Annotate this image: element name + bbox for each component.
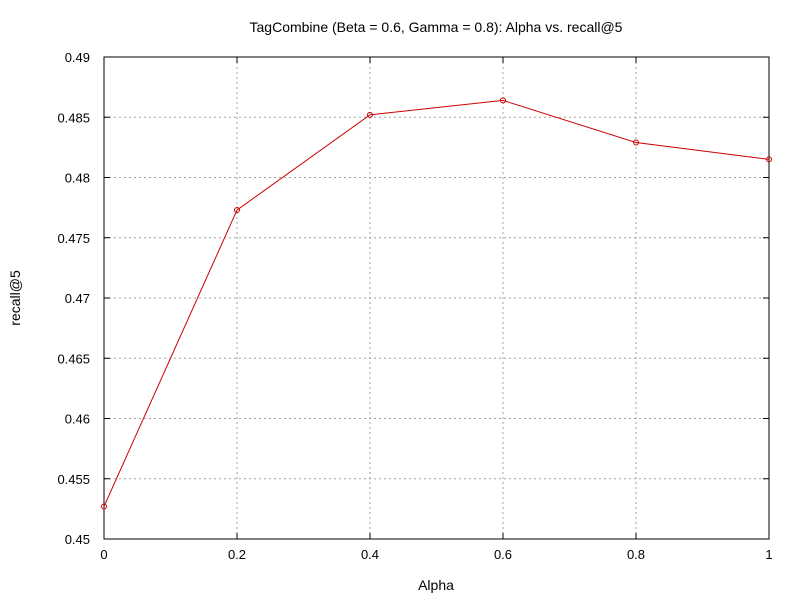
x-tick-label: 0.8	[627, 547, 645, 562]
y-tick-label: 0.465	[57, 351, 90, 366]
x-tick-label: 1	[765, 547, 772, 562]
x-tick-label: 0.2	[228, 547, 246, 562]
x-axis-label: Alpha	[418, 577, 454, 593]
x-tick-label: 0.4	[361, 547, 379, 562]
y-tick-label: 0.49	[65, 50, 90, 65]
data-point	[367, 111, 373, 118]
y-axis-label: recall@5	[7, 270, 23, 326]
data-point	[234, 207, 240, 214]
series-line	[103, 99, 770, 507]
chart-title: TagCombine (Beta = 0.6, Gamma = 0.8): Al…	[250, 19, 623, 35]
grid	[104, 57, 769, 539]
x-tick-label: 0.6	[494, 547, 512, 562]
data-point	[101, 503, 107, 510]
x-tick-label: 0	[100, 547, 107, 562]
y-tick-label: 0.475	[57, 231, 90, 246]
data-point	[766, 156, 772, 163]
data-point	[633, 139, 639, 146]
y-tick-label: 0.46	[65, 412, 90, 427]
data-point	[500, 97, 506, 104]
y-tick-label: 0.47	[65, 291, 90, 306]
y-tick-label: 0.48	[65, 171, 90, 186]
series-layer	[101, 97, 772, 510]
axis-ticks: 0 0.2 0.4 0.6 0.8 1 0.45 0.455 0.46 0.465 0.47 0.47…	[57, 50, 772, 562]
y-tick-label: 0.45	[65, 532, 90, 547]
y-tick-label: 0.485	[57, 110, 90, 125]
y-tick-label: 0.455	[57, 472, 90, 487]
